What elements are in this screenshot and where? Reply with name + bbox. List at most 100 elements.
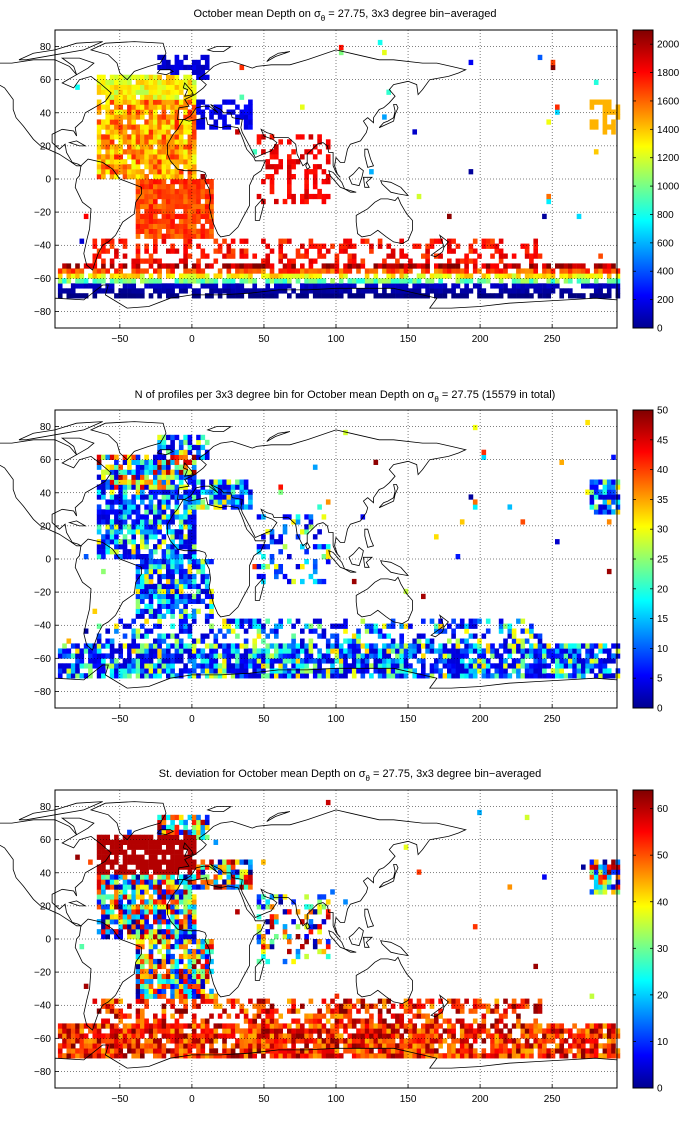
bin-cell bbox=[140, 85, 145, 90]
bin-cell bbox=[274, 668, 279, 673]
bin-cell bbox=[616, 648, 621, 653]
bin-cell bbox=[183, 939, 188, 944]
bin-cell bbox=[317, 164, 322, 169]
bin-cell bbox=[490, 648, 495, 653]
bin-cell bbox=[365, 663, 370, 668]
bin-cell bbox=[118, 1033, 123, 1038]
bin-cell bbox=[330, 263, 335, 268]
bin-cell bbox=[244, 629, 249, 634]
bin-cell bbox=[123, 90, 128, 95]
bin-cell bbox=[503, 624, 508, 629]
bin-cell bbox=[244, 480, 249, 485]
bin-cell bbox=[404, 673, 409, 678]
bin-cell bbox=[101, 874, 106, 879]
bin-cell bbox=[201, 634, 206, 639]
bin-cell bbox=[611, 658, 616, 663]
bin-cell bbox=[179, 259, 184, 264]
bin-cell bbox=[304, 648, 309, 653]
bin-cell bbox=[166, 1048, 171, 1053]
bin-cell bbox=[196, 815, 201, 820]
bin-cell bbox=[291, 288, 296, 293]
colorbar-tick-label: 1400 bbox=[657, 125, 680, 136]
bin-cell bbox=[205, 589, 210, 594]
bin-cell bbox=[67, 1023, 72, 1028]
bin-cell bbox=[110, 1038, 115, 1043]
bin-cell bbox=[244, 273, 249, 278]
bin-cell bbox=[304, 194, 309, 199]
bin-cell bbox=[322, 254, 327, 259]
bin-cell bbox=[270, 249, 275, 254]
bin-cell bbox=[136, 604, 141, 609]
bin-cell bbox=[179, 174, 184, 179]
bin-cell bbox=[391, 249, 396, 254]
bin-cell bbox=[149, 840, 154, 845]
bin-cell bbox=[136, 149, 141, 154]
bin-cell bbox=[421, 658, 426, 663]
bin-cell bbox=[131, 879, 136, 884]
bin-cell bbox=[300, 105, 305, 110]
bin-cell bbox=[114, 95, 119, 100]
bin-cell bbox=[192, 584, 197, 589]
bin-cell bbox=[144, 634, 149, 639]
bin-cell bbox=[568, 293, 573, 298]
bin-cell bbox=[114, 529, 119, 534]
bin-cell bbox=[170, 634, 175, 639]
bin-cell bbox=[278, 1023, 283, 1028]
bin-cell bbox=[97, 549, 102, 554]
bin-cell bbox=[62, 1023, 67, 1028]
bin-cell bbox=[283, 283, 288, 288]
bin-cell bbox=[244, 485, 249, 490]
bin-cell bbox=[97, 144, 102, 149]
bin-cell bbox=[162, 288, 167, 293]
bin-cell bbox=[304, 663, 309, 668]
bin-cell bbox=[175, 80, 180, 85]
bin-cell bbox=[248, 100, 253, 105]
bin-cell bbox=[140, 273, 145, 278]
bin-cell bbox=[136, 485, 141, 490]
bin-cell bbox=[283, 514, 288, 519]
bin-cell bbox=[227, 1014, 232, 1019]
bin-cell bbox=[231, 288, 236, 293]
bin-cell bbox=[166, 480, 171, 485]
bin-cell bbox=[62, 1053, 67, 1058]
bin-cell bbox=[188, 199, 193, 204]
bin-cell bbox=[162, 465, 167, 470]
bin-cell bbox=[170, 234, 175, 239]
bin-cell bbox=[386, 244, 391, 249]
bin-cell bbox=[343, 624, 348, 629]
bin-cell bbox=[149, 259, 154, 264]
bin-cell bbox=[101, 278, 106, 283]
bin-cell bbox=[568, 268, 573, 273]
x-tick-label: 50 bbox=[258, 334, 270, 345]
bin-cell bbox=[153, 534, 158, 539]
bin-cell bbox=[451, 239, 456, 244]
bin-cell bbox=[274, 653, 279, 658]
bin-cell bbox=[118, 164, 123, 169]
bin-cell bbox=[404, 283, 409, 288]
bin-cell bbox=[170, 549, 175, 554]
bin-cell bbox=[162, 514, 167, 519]
bin-cell bbox=[179, 658, 184, 663]
bin-cell bbox=[611, 119, 616, 124]
bin-cell bbox=[291, 1009, 296, 1014]
bin-cell bbox=[525, 244, 530, 249]
bin-cell bbox=[144, 594, 149, 599]
bin-cell bbox=[188, 524, 193, 529]
bin-cell bbox=[170, 219, 175, 224]
bin-cell bbox=[330, 634, 335, 639]
bin-cell bbox=[304, 673, 309, 678]
bin-cell bbox=[136, 835, 141, 840]
bin-cell bbox=[473, 619, 478, 624]
bin-cell bbox=[611, 124, 616, 129]
bin-cell bbox=[374, 653, 379, 658]
bin-cell bbox=[175, 825, 180, 830]
bin-cell bbox=[170, 835, 175, 840]
bin-cell bbox=[257, 1048, 262, 1053]
bin-cell bbox=[261, 1023, 266, 1028]
bin-cell bbox=[486, 239, 491, 244]
bin-cell bbox=[149, 609, 154, 614]
bin-cell bbox=[179, 1028, 184, 1033]
bin-cell bbox=[127, 840, 132, 845]
bin-cell bbox=[127, 85, 132, 90]
bin-cell bbox=[227, 999, 232, 1004]
